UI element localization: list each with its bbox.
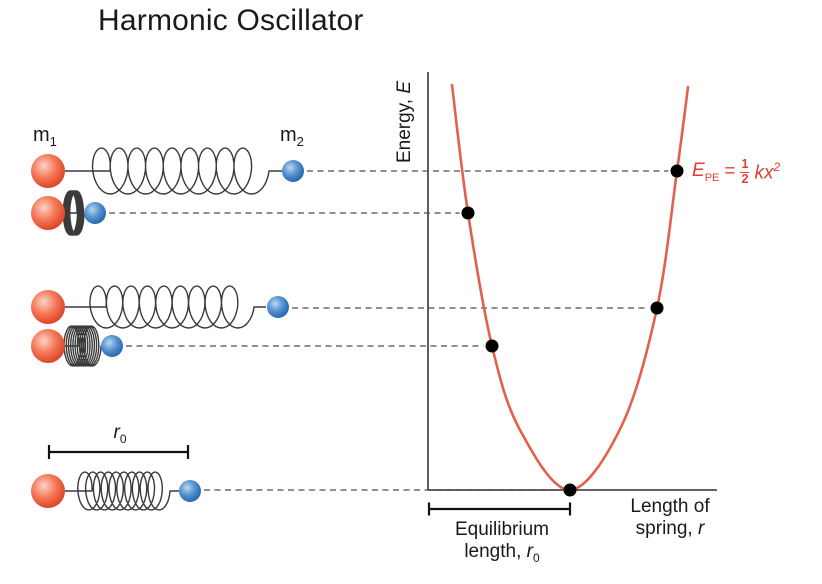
- energy-dot-stretched-far: [670, 164, 684, 178]
- energy-dot-stretched: [650, 301, 664, 315]
- r0-measure-bracket: [47, 445, 190, 459]
- x-axis-label: Length of spring, r: [630, 496, 710, 539]
- mass1-ball-equilibrium: [31, 474, 65, 508]
- spring-coil-equilibrium: [65, 471, 179, 511]
- energy-dot-equilibrium: [563, 483, 577, 497]
- spring-coil-compressed: [63, 325, 102, 367]
- mass2-ball-stretched: [267, 296, 289, 318]
- energy-dot-compressed-far: [461, 206, 475, 220]
- y-axis-label: Energy, E: [394, 80, 415, 164]
- mass2-ball-compressed-far: [84, 202, 106, 224]
- mass1-ball-compressed-far: [31, 196, 65, 230]
- mass2-ball-stretched-far: [282, 160, 304, 182]
- energy-dot-compressed: [485, 339, 499, 353]
- equilibrium-length-label: Equilibrium length, r0: [455, 519, 549, 565]
- equals-sign: =: [724, 161, 736, 183]
- mass2-ball-equilibrium: [179, 480, 201, 502]
- mass2-label: m2: [280, 124, 304, 149]
- spring-coil-stretched-far: [65, 147, 282, 195]
- page-title: Harmonic Oscillator: [98, 4, 364, 37]
- mass2-ball-compressed: [101, 335, 123, 357]
- potential-energy-curve: [450, 83, 690, 492]
- equilibrium-length-bracket: [427, 502, 572, 516]
- spring-coil-compressed-far: [62, 190, 85, 236]
- spring-coil-stretched: [65, 285, 266, 329]
- mass1-label: m1: [33, 124, 57, 149]
- mass1-ball-stretched: [31, 290, 65, 324]
- mass1-ball-compressed: [31, 329, 65, 363]
- r0-bracket-label: r0: [113, 422, 127, 446]
- mass1-ball-stretched-far: [31, 154, 65, 188]
